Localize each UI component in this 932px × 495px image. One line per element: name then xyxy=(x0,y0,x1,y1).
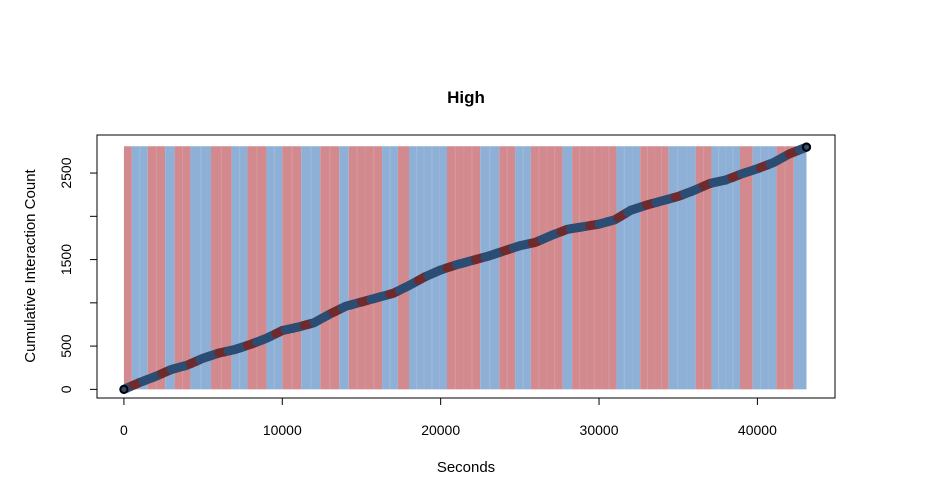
x-tick-label: 20000 xyxy=(421,422,460,438)
band-12 xyxy=(320,146,340,390)
band-20 xyxy=(499,146,516,390)
data-point-start xyxy=(119,384,129,394)
band-16 xyxy=(397,146,409,390)
band-28 xyxy=(695,146,712,390)
band-33 xyxy=(793,146,807,390)
band-22 xyxy=(530,146,563,390)
y-axis-label: Cumulative Interaction Count xyxy=(22,168,39,362)
band-5 xyxy=(190,146,212,390)
band-27 xyxy=(668,146,696,390)
band-2 xyxy=(147,146,166,390)
band-14 xyxy=(348,146,383,390)
x-tick-label: 40000 xyxy=(738,422,777,438)
band-26 xyxy=(640,146,669,390)
x-tick-label: 10000 xyxy=(263,422,302,438)
band-23 xyxy=(562,146,573,390)
y-tick-label: 1500 xyxy=(58,244,74,275)
band-31 xyxy=(752,146,777,390)
band-4 xyxy=(174,146,191,390)
band-24 xyxy=(572,146,617,390)
y-tick-label: 500 xyxy=(58,334,74,358)
y-tick-label: 2500 xyxy=(58,157,74,188)
chart-title: High xyxy=(447,88,485,107)
x-axis-label: Seconds xyxy=(437,459,495,476)
data-point-end xyxy=(801,142,812,152)
band-29 xyxy=(711,146,740,390)
band-6 xyxy=(211,146,232,390)
band-15 xyxy=(382,146,398,390)
y-axis: 0 500 1500 2500 xyxy=(58,157,98,393)
x-tick-label: 0 xyxy=(120,422,128,438)
x-tick-label: 30000 xyxy=(580,422,619,438)
band-3 xyxy=(165,146,175,390)
band-8 xyxy=(247,146,267,390)
band-32 xyxy=(776,146,794,390)
x-axis: 0 10000 20000 30000 40000 xyxy=(120,397,777,438)
data-points xyxy=(119,142,812,394)
y-tick-label: 0 xyxy=(58,385,74,393)
band-0 xyxy=(123,146,132,390)
band-1 xyxy=(131,146,148,390)
band-7 xyxy=(231,146,248,390)
band-30 xyxy=(739,146,753,390)
band-25 xyxy=(616,146,641,390)
band-19 xyxy=(480,146,500,390)
band-21 xyxy=(515,146,531,390)
band-13 xyxy=(339,146,349,390)
